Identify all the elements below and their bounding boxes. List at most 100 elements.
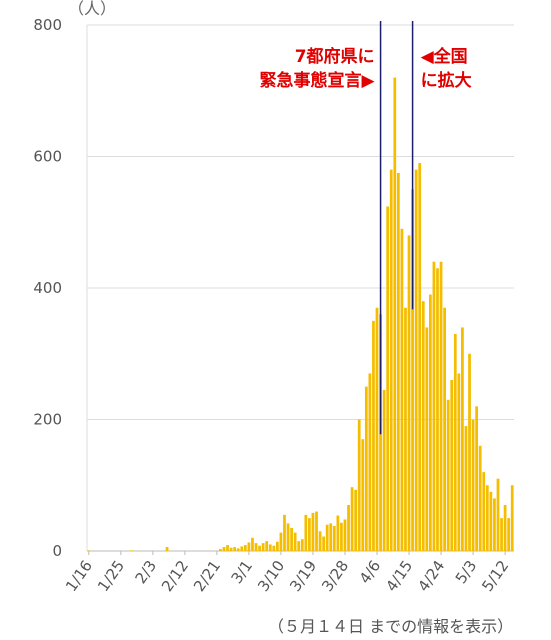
bar-day-47 <box>254 543 258 551</box>
bar-day-98 <box>436 268 439 551</box>
bar-day-70 <box>336 515 340 551</box>
bar-day-112 <box>485 485 489 551</box>
bar-day-40 <box>229 547 233 551</box>
x-tick-label-3-10: 3/10 <box>254 557 288 595</box>
x-tick-label-5-12: 5/12 <box>478 557 512 595</box>
x-tick-label-5-3: 5/3 <box>452 557 481 587</box>
x-tick-label-2-12: 2/12 <box>158 557 192 595</box>
bar-day-77 <box>361 439 365 551</box>
event-annotation-0-line-1: 緊急事態宣言▶ <box>259 70 375 91</box>
bar-day-42 <box>236 548 240 551</box>
bar-day-74 <box>350 487 354 551</box>
bar-day-61 <box>304 514 308 551</box>
bar-day-41 <box>233 547 237 551</box>
x-tick-label-4-15: 4/15 <box>382 557 416 595</box>
bar-day-45 <box>247 542 251 551</box>
x-tick-label-4-6: 4/6 <box>356 557 385 587</box>
bar-day-63 <box>311 512 315 551</box>
x-tick-label-1-16: 1/16 <box>62 557 96 595</box>
bar-day-67 <box>325 524 329 551</box>
bar-day-73 <box>347 504 350 551</box>
x-tick-label-3-19: 3/19 <box>286 557 320 595</box>
bar-day-81 <box>375 307 379 551</box>
bar-day-12 <box>130 550 133 551</box>
bar-day-78 <box>364 386 368 551</box>
bar-day-116 <box>500 518 503 551</box>
x-tick-label-2-3: 2/3 <box>132 557 161 587</box>
bar-day-55 <box>283 514 286 551</box>
bar-day-115 <box>496 478 500 551</box>
bar-day-76 <box>357 419 361 551</box>
bar-day-109 <box>475 406 479 551</box>
bar-day-71 <box>340 522 343 551</box>
bar-day-90 <box>407 235 411 551</box>
bar-day-103 <box>453 334 457 551</box>
bar-day-111 <box>482 472 486 551</box>
bar-day-104 <box>457 373 461 551</box>
bar-day-83 <box>382 389 386 551</box>
bar-day-118 <box>507 518 511 551</box>
bar-day-57 <box>290 527 293 551</box>
y-tick-label-800: 800 <box>33 16 62 34</box>
bar-day-75 <box>354 489 358 551</box>
bar-day-100 <box>443 307 446 551</box>
bar-day-94 <box>421 301 425 551</box>
bar-day-99 <box>439 261 443 551</box>
bar-day-79 <box>368 373 372 551</box>
y-tick-label-400: 400 <box>33 279 62 297</box>
bar-day-37 <box>219 549 222 551</box>
bar-day-113 <box>489 491 493 551</box>
bar-day-51 <box>268 544 272 551</box>
bar-day-110 <box>478 445 482 551</box>
bar-day-38 <box>222 547 226 551</box>
bar-day-48 <box>258 545 261 551</box>
event-annotation-1-line-1: に拡大 <box>421 70 472 91</box>
bar-day-114 <box>493 498 496 551</box>
y-tick-label-0: 0 <box>52 542 62 560</box>
bar-day-43 <box>240 546 244 551</box>
bar-day-108 <box>471 419 475 551</box>
bar-day-91 <box>411 189 414 551</box>
bar-day-72 <box>343 519 347 551</box>
x-tick-label-1-25: 1/25 <box>94 557 128 595</box>
bar-day-22 <box>165 547 169 551</box>
bar-day-46 <box>251 537 254 551</box>
bar-day-95 <box>425 327 429 551</box>
bar-day-0 <box>87 550 91 551</box>
bar-day-102 <box>450 380 454 551</box>
bar-day-50 <box>265 541 269 551</box>
y-tick-label-200: 200 <box>33 411 62 429</box>
bar-day-93 <box>418 163 422 551</box>
bar-day-96 <box>429 294 432 551</box>
bar-day-117 <box>503 504 507 551</box>
bar-day-119 <box>510 485 514 551</box>
bar-day-101 <box>446 399 450 551</box>
bar-day-56 <box>286 523 290 551</box>
bar-day-88 <box>400 228 404 551</box>
bar-day-68 <box>329 523 333 551</box>
bar-day-106 <box>464 426 468 551</box>
bar-day-44 <box>243 545 247 551</box>
x-tick-label-2-21: 2/21 <box>190 557 224 595</box>
x-tick-label-4-24: 4/24 <box>414 557 448 595</box>
bar-day-87 <box>396 172 400 551</box>
bar-day-107 <box>468 353 471 551</box>
bar-day-65 <box>318 531 322 551</box>
bar-day-92 <box>414 169 418 551</box>
bar-day-58 <box>293 532 297 551</box>
bar-day-80 <box>372 320 375 551</box>
bar-day-59 <box>297 541 301 551</box>
bar-day-89 <box>404 307 407 551</box>
bar-day-49 <box>261 543 265 551</box>
bar-day-62 <box>308 518 311 551</box>
bar-day-105 <box>461 327 464 551</box>
bar-day-39 <box>226 545 229 551</box>
bar-day-86 <box>393 77 397 551</box>
bar-day-66 <box>322 536 326 551</box>
data-date-footnote: （５月１４日 までの情報を表示） <box>268 617 513 636</box>
bar-day-64 <box>315 511 318 551</box>
bar-day-53 <box>275 541 279 551</box>
bar-day-52 <box>272 545 276 551</box>
bar-day-60 <box>300 539 304 551</box>
